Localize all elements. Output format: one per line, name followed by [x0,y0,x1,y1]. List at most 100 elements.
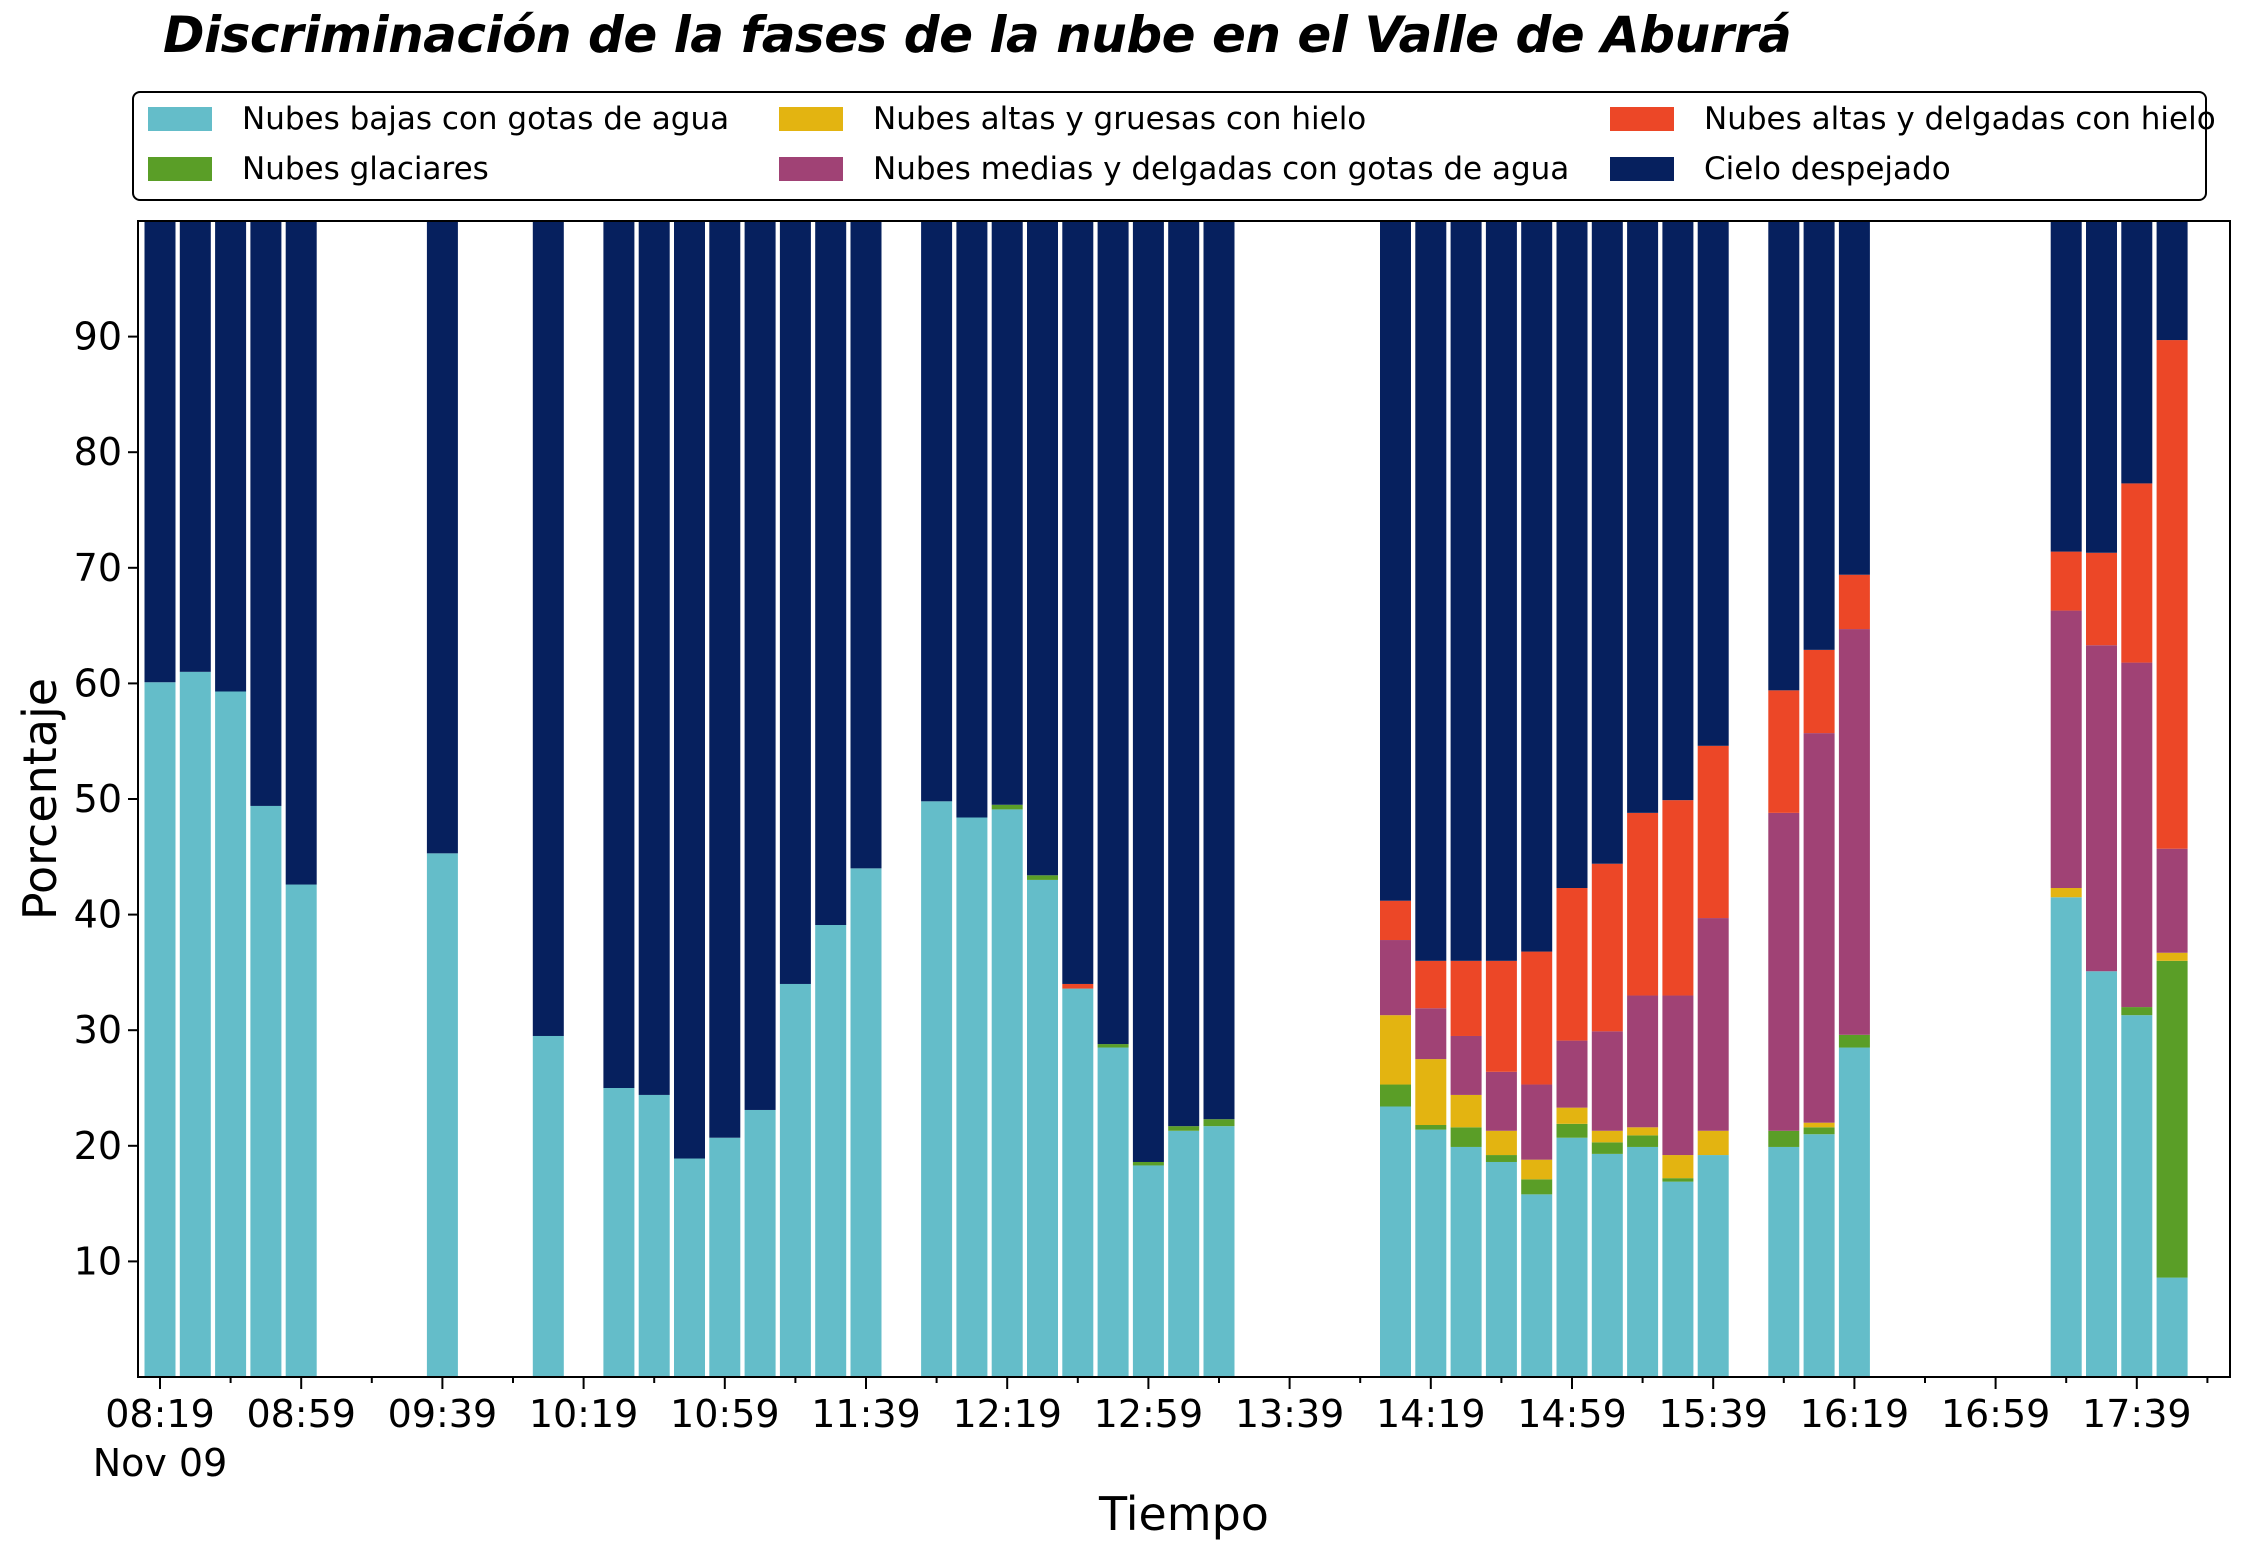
bar-segment [1132,1161,1164,1166]
bar-segment [1521,951,1553,1085]
bar-segment [2156,960,2188,1278]
bar-segment [1803,1127,1835,1135]
bar-segment [1697,221,1729,746]
bar-segment [1027,879,1058,1377]
bar-segment [2156,952,2188,961]
bar-segment [1627,1127,1659,1136]
y-tick-label: 70 [74,546,122,590]
bar-segment [1627,1135,1659,1147]
x-tick-label: 16:19 [1800,1392,1910,1436]
x-tick-label: 08:19 [105,1392,215,1436]
bar-segment [991,809,1023,1377]
y-tick-label: 40 [74,893,122,937]
bar-segment [603,1088,635,1377]
bar-segment [1027,221,1058,876]
bar-segment [426,853,458,1377]
x-tick-label: 10:19 [529,1392,639,1436]
bar-segment [1380,900,1411,941]
bar-segment [1521,1159,1553,1180]
bar-segment [1697,1155,1729,1377]
bar-segment [2086,971,2117,1377]
bar-segment [1662,221,1694,801]
bar-segment [1556,1123,1588,1138]
bar-segment [1768,1146,1800,1377]
bar-segment [285,221,317,885]
bar-segment [1521,1194,1553,1377]
bar-segment [1168,1130,1200,1377]
legend-swatch [779,107,843,131]
bar-segment [2121,1015,2153,1377]
bar-segment [1697,918,1729,1131]
x-tick-label: 09:39 [388,1392,498,1436]
bar-segment [2121,483,2153,663]
bar-segment [1450,1127,1482,1147]
bar-segment [1627,812,1659,996]
bar-segment [1485,1155,1517,1162]
bar-segment [850,221,882,869]
bar-segment [1415,1124,1447,1130]
y-tick-label: 30 [74,1008,122,1052]
bar-segment [2050,551,2082,611]
x-tick-label: 17:39 [2082,1392,2192,1436]
bar-segment [638,221,670,1095]
bar-segment [1697,1130,1729,1156]
bar-segment [638,1094,670,1377]
bar-segment [1450,1146,1482,1377]
bar-segment [1521,1179,1553,1195]
bar-segment [2050,888,2082,898]
bar-segment [956,817,988,1377]
bar-segment [1838,221,1870,575]
bar-segment [1662,800,1694,996]
bar-segment [1662,1181,1694,1377]
bar-segment [1168,1126,1200,1131]
bar-segment [815,221,847,926]
bar-segment [1556,1040,1588,1108]
bar-segment [2050,221,2082,552]
legend-swatch [1610,157,1674,181]
bar-segment [850,868,882,1377]
legend-label: Nubes medias y delgadas con gotas de agu… [873,151,1570,187]
bar-segment [1097,1044,1129,1048]
bar-segment [1203,1119,1235,1127]
x-axis-label: Tiempo [1098,1487,1269,1541]
bar-segment [1556,221,1588,889]
bar-segment [1062,221,1094,984]
bar-segment [1450,1094,1482,1128]
bar-segment [1380,221,1411,901]
x-tick-label: 13:39 [1235,1392,1345,1436]
bar-segment [1485,1071,1517,1131]
bar-segment [1062,988,1094,1377]
y-axis-label: Porcentaje [13,678,67,920]
bar-segment [1662,995,1694,1156]
bar-segment [709,1137,741,1377]
bar-segment [1803,649,1835,734]
legend-swatch [148,157,212,181]
bar-segment [1485,960,1517,1072]
bar-segment [603,221,635,1088]
legend-item: Nubes glaciares [148,151,489,187]
bar-segment [1485,221,1517,961]
bar-segment [1415,1008,1447,1060]
bar-segment [250,221,282,806]
bar-segment [1415,1129,1447,1377]
bar-segment [1768,812,1800,1131]
bar-segment [1662,1178,1694,1182]
x-tick-label: 08:59 [246,1392,356,1436]
bar-segment [1132,1165,1164,1377]
x-tick-label: 14:19 [1376,1392,1486,1436]
bar-segment [1768,1130,1800,1147]
bar-segment [1591,1153,1623,1377]
bar-segment [1838,574,1870,630]
bar-segment [2121,1007,2153,1016]
y-tick-label: 10 [74,1239,122,1283]
bar-segment [1768,690,1800,813]
legend-label: Nubes glaciares [242,151,489,187]
bar-segment [779,983,811,1377]
bar-segment [1485,1130,1517,1156]
y-tick-label: 60 [74,661,122,705]
bar-segment [532,221,564,1036]
bar-segment [179,671,211,1377]
bar-segment [1591,1142,1623,1154]
bar-segment [1380,1015,1411,1085]
